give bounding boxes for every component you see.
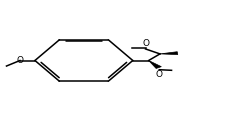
Polygon shape (149, 60, 161, 68)
Text: O: O (142, 39, 149, 48)
Polygon shape (160, 52, 178, 55)
Text: O: O (16, 56, 23, 65)
Text: O: O (156, 70, 163, 79)
